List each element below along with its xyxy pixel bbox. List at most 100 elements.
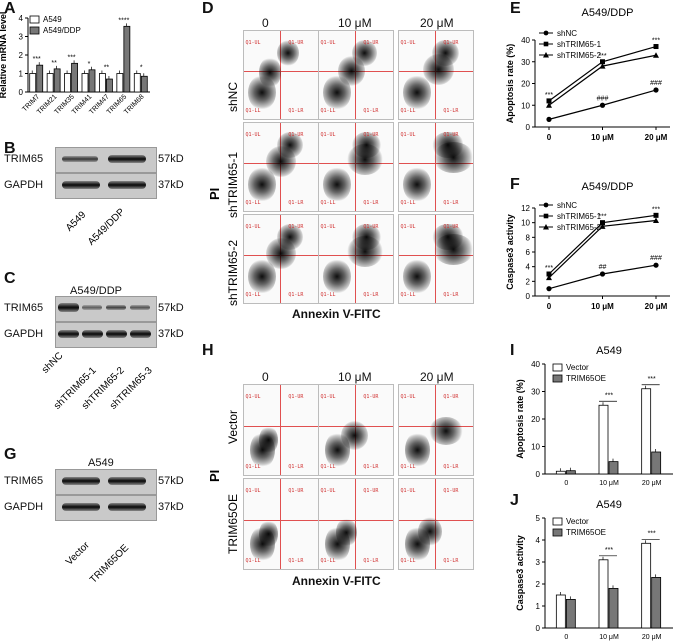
- y-tick-label: 4: [526, 263, 531, 272]
- y-tick-label: 40: [521, 36, 530, 45]
- quadrant-label: Q1-UR: [288, 223, 304, 230]
- quadrant-label: Q1-LR: [443, 558, 459, 565]
- significance-label: ***: [652, 206, 660, 213]
- legend-label: A549/DDP: [43, 26, 81, 35]
- quadrant-label: Q1-UR: [443, 394, 459, 400]
- legend-label: shTRIM65-1: [557, 40, 602, 49]
- legend-label: shTRIM65-2: [557, 223, 602, 232]
- significance-label: ***: [545, 265, 553, 272]
- bar: [116, 73, 124, 93]
- legend-label: Vector: [566, 517, 589, 526]
- legend-marker: [543, 213, 549, 219]
- bar: [29, 73, 37, 93]
- quadrant-label: Q1-LL: [400, 108, 416, 115]
- bar: [140, 75, 148, 93]
- bar: [133, 73, 141, 93]
- x-tick-label: 10 μM: [599, 634, 619, 641]
- data-point: [546, 116, 552, 122]
- y-tick-label: 1: [536, 602, 541, 611]
- flow-d-conc: 20 μM: [420, 16, 454, 30]
- y-tick-label: 2: [536, 580, 541, 589]
- y-axis-label: Caspase3 activity: [505, 214, 515, 290]
- x-tick-label: 0: [564, 480, 568, 487]
- quadrant-label: Q1-LL: [320, 200, 336, 207]
- blot-c-target-kd: 57kD: [158, 302, 184, 314]
- quadrant-label: Q1-LL: [320, 558, 336, 565]
- significance-label: **: [51, 60, 57, 67]
- quadrant-label: Q1-UR: [363, 131, 379, 138]
- cell-population: [336, 518, 358, 547]
- significance-label: ###: [650, 255, 662, 262]
- quadrant-label: Q1-UR: [363, 488, 379, 494]
- quadrant-label: Q1-UR: [443, 223, 459, 230]
- significance-label: ##: [599, 264, 607, 271]
- quadrant-label: Q1-UL: [245, 39, 261, 46]
- gate-line: [244, 71, 318, 73]
- legend-label: TRIM65OE: [566, 528, 606, 537]
- bar: [123, 25, 131, 93]
- bar: [608, 461, 619, 475]
- chart-title: A549/DDP: [582, 181, 634, 193]
- y-tick-label: 10: [521, 219, 530, 228]
- blot-c-lane: shNC: [40, 350, 66, 376]
- quadrant-label: Q1-LL: [245, 292, 261, 299]
- quadrant-label: Q1-UL: [320, 39, 336, 46]
- bar: [53, 68, 61, 93]
- x-tick-label: 20 μM: [645, 302, 668, 311]
- blot-g-target-kd: 57kD: [158, 475, 184, 487]
- y-tick-label: 20: [521, 80, 530, 89]
- x-tick-label: 20 μM: [645, 133, 668, 142]
- quadrant-label: Q1-LR: [363, 292, 379, 299]
- flow-h-row: Vector: [226, 409, 240, 444]
- y-tick-label: 2: [19, 51, 24, 60]
- cell-population: [352, 131, 382, 159]
- blot-b-target: TRIM65: [4, 153, 44, 165]
- significance-label: ***: [67, 54, 75, 61]
- quadrant-label: Q1-UR: [288, 39, 304, 46]
- quadrant-label: Q1-UR: [288, 394, 304, 400]
- y-tick-label: 4: [536, 536, 541, 545]
- significance-label: ***: [605, 392, 613, 399]
- y-tick-label: 1: [19, 70, 24, 79]
- blot-b-lane: A549/DDP: [86, 206, 128, 248]
- blot-b-lane: A549: [64, 209, 89, 234]
- significance-label: *: [140, 65, 143, 72]
- bar: [641, 388, 652, 475]
- significance-label: **: [104, 65, 110, 72]
- legend-marker: [543, 202, 549, 208]
- significance-label: ****: [118, 17, 129, 24]
- gate-line: [434, 123, 436, 211]
- significance-label: ***: [33, 56, 41, 63]
- quadrant-label: Q1-UR: [363, 39, 379, 46]
- y-axis-label: Apoptosis rate (%): [515, 379, 525, 459]
- quadrant-label: Q1-UL: [400, 39, 416, 46]
- cell-population: [341, 421, 368, 450]
- blot-g-control: GAPDH: [4, 501, 44, 513]
- cell-population: [322, 167, 351, 203]
- quadrant-label: Q1-UL: [320, 488, 336, 494]
- flow-d-row: shNC: [226, 81, 240, 112]
- flow-plot: Q1-UL Q1-UR Q1-LL Q1-LR: [243, 384, 319, 476]
- panel-label-j: J: [510, 492, 519, 509]
- cell-population: [402, 259, 431, 295]
- flow-plot: Q1-UL Q1-UR Q1-LL Q1-LR: [318, 122, 394, 212]
- gate-line: [434, 215, 436, 303]
- bar: [598, 404, 609, 475]
- x-tick-label: 0: [547, 302, 552, 311]
- chart-e: 0 10 20 30 40 Apoptosis rate (%) A549/DDP 0 10 μ…: [505, 7, 670, 142]
- quadrant-label: Q1-UR: [443, 131, 459, 138]
- panel-label-c: C: [4, 270, 16, 287]
- flow-d-ylabel: PI: [207, 187, 222, 200]
- chart-j: 0 1 2 3 4 5 Caspase3 activity A549 0 10 μM 20 μM **…: [515, 499, 673, 641]
- data-point: [653, 217, 659, 223]
- cell-population: [432, 39, 459, 67]
- panel-label-a: A: [4, 0, 16, 17]
- flow-plot: Q1-UL Q1-UR Q1-LL Q1-LR: [398, 478, 474, 570]
- quadrant-label: Q1-UR: [443, 39, 459, 46]
- panel-label-d: D: [202, 0, 214, 17]
- quadrant-label: Q1-UR: [443, 488, 459, 494]
- cell-population: [432, 131, 465, 159]
- flow-plot: Q1-UL Q1-UR Q1-LL Q1-LR: [398, 30, 474, 120]
- quadrant-label: Q1-LL: [400, 200, 416, 207]
- quadrant-label: Q1-UR: [288, 131, 304, 138]
